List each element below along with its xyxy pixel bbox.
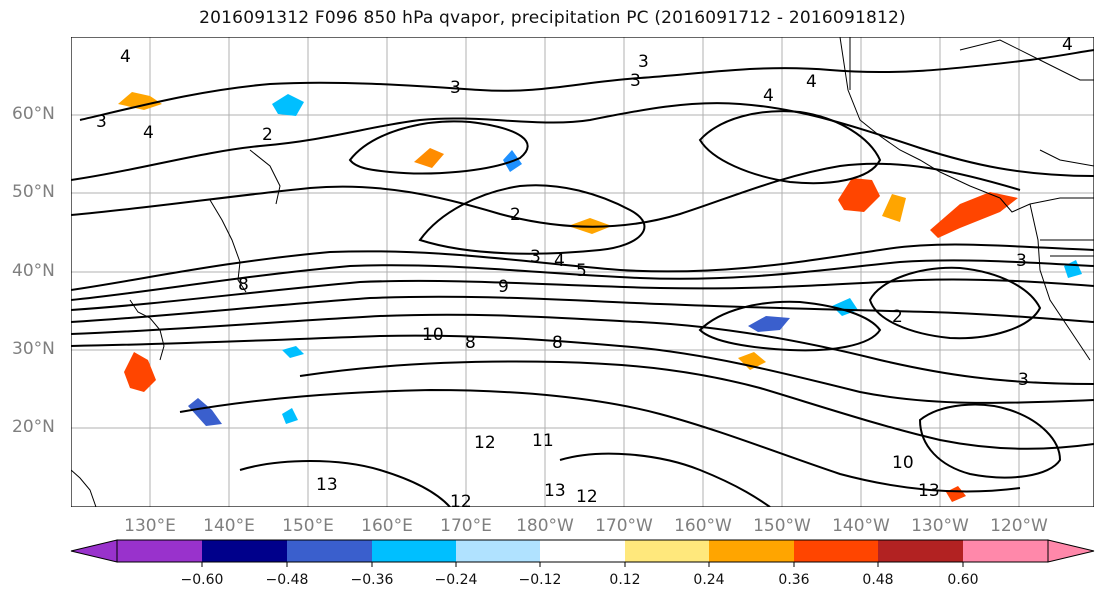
lat-label-30n: 30°N [12, 339, 55, 359]
contour-label: 13 [918, 481, 940, 501]
lat-label-40n: 40°N [12, 261, 55, 281]
contour-label: 12 [450, 492, 472, 512]
precip-negative-patch [282, 346, 304, 358]
lon-label-140e: 140°E [203, 516, 255, 536]
qvapor-contours [71, 49, 1094, 507]
contour-label: 13 [316, 475, 338, 495]
colorbar-tick-label: −0.48 [265, 572, 309, 588]
contour-label: 8 [238, 275, 249, 295]
precip-positive-patch [414, 148, 444, 168]
contour-label: 12 [576, 487, 598, 507]
precip-positive-patch [838, 178, 880, 212]
contour-label: 4 [143, 123, 154, 143]
precip-negative-patch [272, 94, 304, 116]
contour-label: 4 [806, 72, 817, 92]
colorbar [70, 539, 1095, 567]
precip-negative-patch [188, 398, 222, 426]
precip-positive-patch [946, 486, 966, 502]
precip-shading [118, 92, 1082, 502]
colorbar-segment [456, 540, 540, 562]
colorbar-tick-label: 0.36 [778, 572, 810, 588]
colorbar-tick-label: −0.36 [350, 572, 394, 588]
contour-label: 3 [638, 52, 649, 72]
colorbar-segment [963, 540, 1048, 562]
precip-negative-patch [748, 316, 790, 332]
contour-label: 13 [544, 481, 566, 501]
contour-label: 8 [465, 333, 476, 353]
colorbar-segment [540, 540, 625, 562]
colorbar-segment [287, 540, 372, 562]
precip-positive-patch [882, 194, 906, 222]
contour-label: 4 [554, 251, 565, 271]
colorbar-tick-label: −0.24 [434, 572, 478, 588]
lon-label-180w: 180°W [516, 516, 574, 536]
colorbar-segment [878, 540, 963, 562]
lon-label-170w: 170°W [595, 516, 653, 536]
map-panel: 4 3 4 2 3 3 3 4 4 2 3 4 5 9 8 10 8 8 12 … [71, 35, 1094, 512]
contour-label: 2 [262, 125, 273, 145]
colorbar-tick-label: 0.12 [609, 572, 641, 588]
contour-label: 3 [1018, 370, 1029, 390]
colorbar-segment [202, 540, 287, 562]
contour-label: 4 [763, 86, 774, 106]
lat-label-50n: 50°N [12, 182, 55, 202]
precip-positive-patch [738, 352, 766, 370]
lon-label-170e: 170°E [440, 516, 492, 536]
colorbar-segment [625, 540, 709, 562]
contour-label: 11 [532, 431, 554, 451]
colorbar-segment [372, 540, 456, 562]
contour-label: 10 [892, 453, 914, 473]
contour-label: 4 [1062, 35, 1073, 55]
gridlines [71, 37, 1094, 507]
contour-label: 2 [510, 205, 521, 225]
colorbar-tick-label: 0.48 [862, 572, 894, 588]
contour-label: 12 [474, 433, 496, 453]
lon-label-140w: 140°W [832, 516, 890, 536]
precip-positive-patch [930, 192, 1018, 238]
contour-label: 3 [1016, 251, 1027, 271]
contour-label: 3 [530, 247, 541, 267]
contour-label: 4 [120, 47, 131, 67]
contour-label: 3 [630, 71, 641, 91]
colorbar-extend-low [70, 539, 118, 563]
lon-label-160e: 160°E [361, 516, 413, 536]
colorbar-segment [794, 540, 878, 562]
lon-label-130w: 130°W [911, 516, 969, 536]
contour-label: 8 [552, 333, 563, 353]
lon-label-130e: 130°E [124, 516, 176, 536]
colorbar-tick-label: −0.60 [180, 572, 224, 588]
colorbar-tick-label: −0.12 [518, 572, 562, 588]
lon-label-150w: 150°W [753, 516, 811, 536]
map-title: 2016091312 F096 850 hPa qvapor, precipit… [199, 8, 906, 28]
contour-label: 9 [498, 277, 509, 297]
colorbar-tick-label: 0.24 [693, 572, 725, 588]
contour-label: 2 [892, 307, 903, 327]
colorbar-segment [117, 540, 202, 562]
lon-label-150e: 150°E [282, 516, 334, 536]
lat-label-60n: 60°N [12, 104, 55, 124]
precip-positive-patch [124, 352, 156, 392]
colorbar-extend-high [1047, 539, 1095, 563]
lon-label-120w: 120°W [990, 516, 1048, 536]
contour-label: 3 [450, 78, 461, 98]
colorbar-segment [709, 540, 794, 562]
contour-label: 5 [576, 261, 587, 281]
colorbar-tick-label: 0.60 [947, 572, 979, 588]
lat-label-20n: 20°N [12, 417, 55, 437]
contour-label: 10 [422, 325, 444, 345]
precip-positive-patch [118, 92, 162, 110]
lon-label-160w: 160°W [674, 516, 732, 536]
precip-negative-patch [282, 408, 298, 424]
contour-labels: 4 3 4 2 3 3 3 4 4 2 3 4 5 9 8 10 8 8 12 … [96, 35, 1073, 512]
coastlines [71, 37, 1094, 507]
contour-label: 3 [96, 112, 107, 132]
